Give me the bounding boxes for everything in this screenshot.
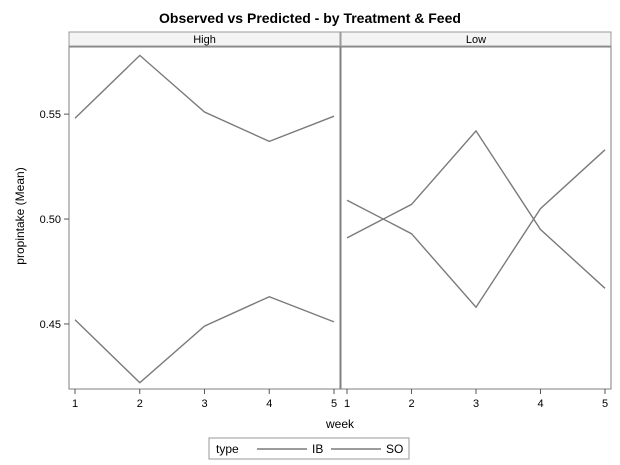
panel-high: High 1 2 3 4 5 xyxy=(68,31,341,410)
x-tick-label: 1 xyxy=(344,398,350,410)
panel-strip xyxy=(68,31,341,47)
x-axis-label: week xyxy=(325,417,355,431)
x-tick-label: 3 xyxy=(473,398,479,410)
panels: High 1 2 3 4 5 Low 1 2 3 4 5 0.45 0.50 0.55 xyxy=(40,31,612,410)
legend-title: type xyxy=(216,442,239,456)
series-line-so xyxy=(74,295,335,384)
y-axis-label: propintake (Mean) xyxy=(13,167,27,264)
legend: type IB SO xyxy=(208,437,410,460)
legend-label-ib: IB xyxy=(312,442,323,456)
series-line-so xyxy=(346,149,606,309)
panel-strip xyxy=(340,31,612,47)
x-tick-label: 3 xyxy=(201,398,207,410)
legend-frame xyxy=(208,437,410,460)
x-tick-label: 2 xyxy=(408,398,414,410)
panel-strip-label: High xyxy=(193,34,216,46)
y-tick-label: 0.45 xyxy=(40,319,61,331)
x-tick-label: 4 xyxy=(537,398,543,410)
panel-low: Low 1 2 3 4 5 xyxy=(340,31,612,410)
legend-label-so: SO xyxy=(386,442,403,456)
panel-strip-label: Low xyxy=(466,34,486,46)
panel-frame xyxy=(68,46,341,390)
y-tick-label: 0.55 xyxy=(40,109,61,121)
x-tick-label: 1 xyxy=(72,398,78,410)
x-tick-label: 5 xyxy=(602,398,608,410)
y-tick-label: 0.50 xyxy=(40,214,61,226)
x-tick-label: 4 xyxy=(266,398,272,410)
x-tick-label: 5 xyxy=(331,398,337,410)
series-line-ib xyxy=(346,129,606,289)
series-line-ib xyxy=(74,54,335,143)
x-tick-label: 2 xyxy=(137,398,143,410)
chart-title: Observed vs Predicted - by Treatment & F… xyxy=(159,10,461,26)
